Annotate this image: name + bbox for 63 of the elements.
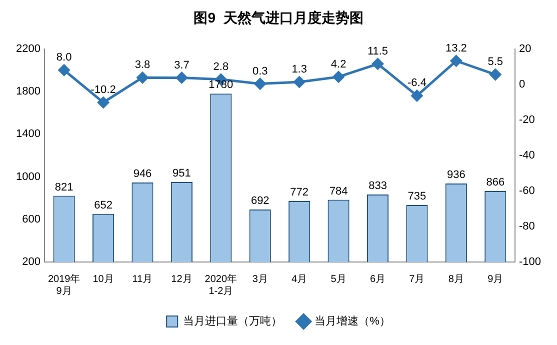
- y-tick-label: 1000: [16, 170, 40, 183]
- y-tick-label: 1800: [16, 85, 40, 98]
- point: [176, 72, 188, 84]
- data-label: 2.8: [213, 60, 229, 73]
- data-label: 5.5: [488, 56, 504, 68]
- data-label: 946: [133, 168, 152, 180]
- y-tick-label: 600: [22, 213, 40, 226]
- y2-tick-label: 20: [518, 42, 532, 55]
- data-label: 735: [408, 190, 426, 202]
- point: [58, 64, 70, 76]
- point: [98, 96, 110, 108]
- data-label: 936: [446, 169, 466, 182]
- point: [372, 58, 384, 70]
- x-tick-label: 5月: [330, 274, 346, 285]
- point: [294, 76, 306, 88]
- data-label: 692: [250, 195, 270, 208]
- data-label: 8.0: [56, 52, 72, 64]
- data-label: 1780: [208, 79, 234, 92]
- data-label: 3.8: [134, 59, 150, 72]
- legend-label: 当月增速（%）: [314, 314, 390, 328]
- data-label: -10.2: [90, 84, 116, 96]
- x-tick-label: 11月: [132, 274, 153, 285]
- point: [332, 71, 344, 83]
- data-label: 784: [329, 185, 348, 198]
- data-label: 13.2: [445, 42, 467, 54]
- data-label: 772: [290, 186, 309, 199]
- y2-tick-label: -40: [518, 149, 535, 162]
- data-label: -6.4: [407, 77, 426, 90]
- y2-tick-label: -80: [518, 220, 535, 232]
- data-label: 866: [486, 176, 505, 189]
- data-label: 951: [172, 167, 191, 180]
- y2-tick-label: 0: [518, 78, 526, 90]
- x-tick-label: 4月: [292, 274, 308, 285]
- y2-tick-label: -20: [518, 114, 535, 126]
- x-tick-label: 3月: [252, 274, 268, 285]
- y2-tick-label: -100: [518, 256, 542, 268]
- y-tick-label: 1400: [16, 128, 40, 140]
- data-label: 1.3: [292, 64, 307, 76]
- chart-title: 图9 天然气进口月度走势图: [194, 9, 364, 26]
- x-tick-label: 9月: [488, 274, 504, 285]
- x-tick-label: 2019年 9月: [48, 272, 80, 297]
- x-tick-label: 7月: [409, 274, 425, 285]
- y2-tick-label: -60: [518, 184, 535, 197]
- data-label: 4.2: [330, 58, 346, 70]
- x-tick-label: 10月: [92, 274, 114, 285]
- x-tick-label: 6月: [370, 274, 386, 285]
- x-tick-label: 8月: [448, 274, 464, 285]
- data-label: 833: [368, 180, 387, 192]
- data-label: 652: [94, 199, 112, 212]
- point: [136, 72, 148, 84]
- y-tick-label: 200: [22, 256, 40, 268]
- legend-label: 当月进口量（万吨）: [183, 314, 282, 328]
- x-tick-label: 2020年 1-2月: [204, 272, 238, 297]
- data-label: 821: [54, 181, 74, 194]
- data-label: 3.7: [174, 59, 190, 72]
- x-tick-label: 12月: [171, 274, 192, 285]
- y-tick-label: 2200: [16, 42, 40, 55]
- point: [254, 78, 266, 90]
- data-label: 11.5: [367, 45, 388, 58]
- point: [450, 55, 462, 67]
- point: [411, 90, 423, 102]
- data-label: 0.3: [252, 65, 268, 78]
- point: [490, 68, 502, 80]
